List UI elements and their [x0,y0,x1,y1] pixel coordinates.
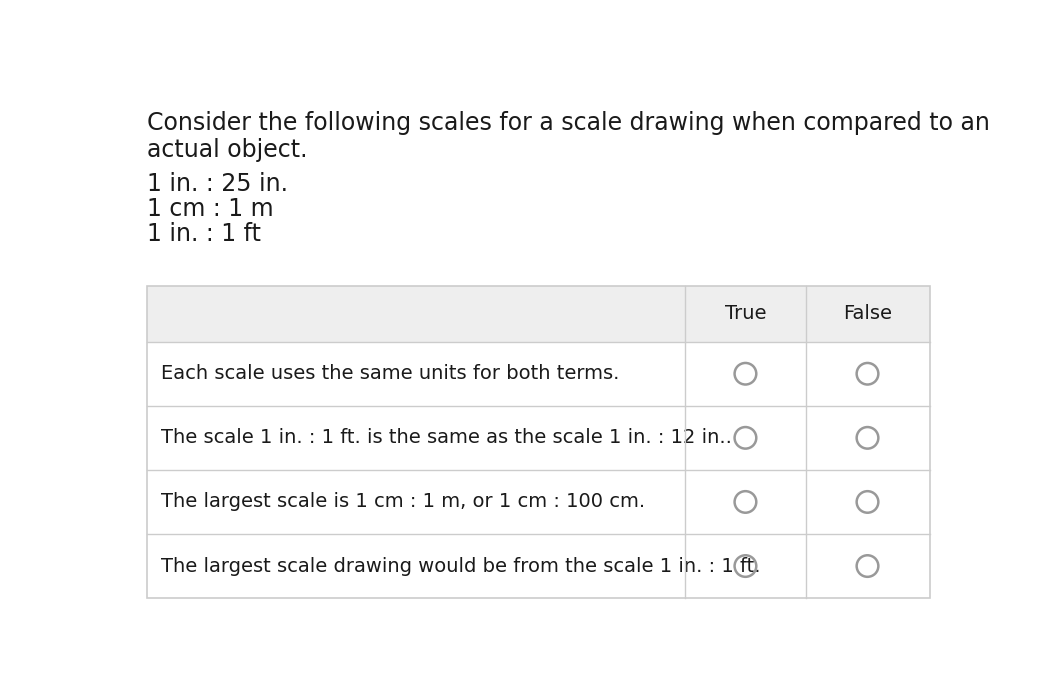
Bar [147,470,929,534]
Bar [147,286,929,598]
Bar [147,406,929,470]
Bar [147,534,929,598]
Text: The largest scale is 1 cm : 1 m, or 1 cm : 100 cm.: The largest scale is 1 cm : 1 m, or 1 cm… [161,493,645,512]
Text: Each scale uses the same units for both terms.: Each scale uses the same units for both … [161,364,620,383]
Text: The largest scale drawing would be from the scale 1 in. : 1 ft.: The largest scale drawing would be from … [161,556,760,575]
Text: False: False [843,304,892,323]
Text: True: True [724,304,766,323]
Bar [147,286,929,598]
Bar [147,286,929,342]
Text: Consider the following scales for a scale drawing when compared to an: Consider the following scales for a scal… [147,111,989,135]
Bar [147,342,929,406]
Text: actual object.: actual object. [147,138,308,162]
Text: 1 in. : 25 in.: 1 in. : 25 in. [147,173,288,197]
Text: 1 in. : 1 ft: 1 in. : 1 ft [147,221,260,245]
Text: The scale 1 in. : 1 ft. is the same as the scale 1 in. : 12 in..: The scale 1 in. : 1 ft. is the same as t… [161,428,732,447]
Text: 1 cm : 1 m: 1 cm : 1 m [147,197,273,221]
